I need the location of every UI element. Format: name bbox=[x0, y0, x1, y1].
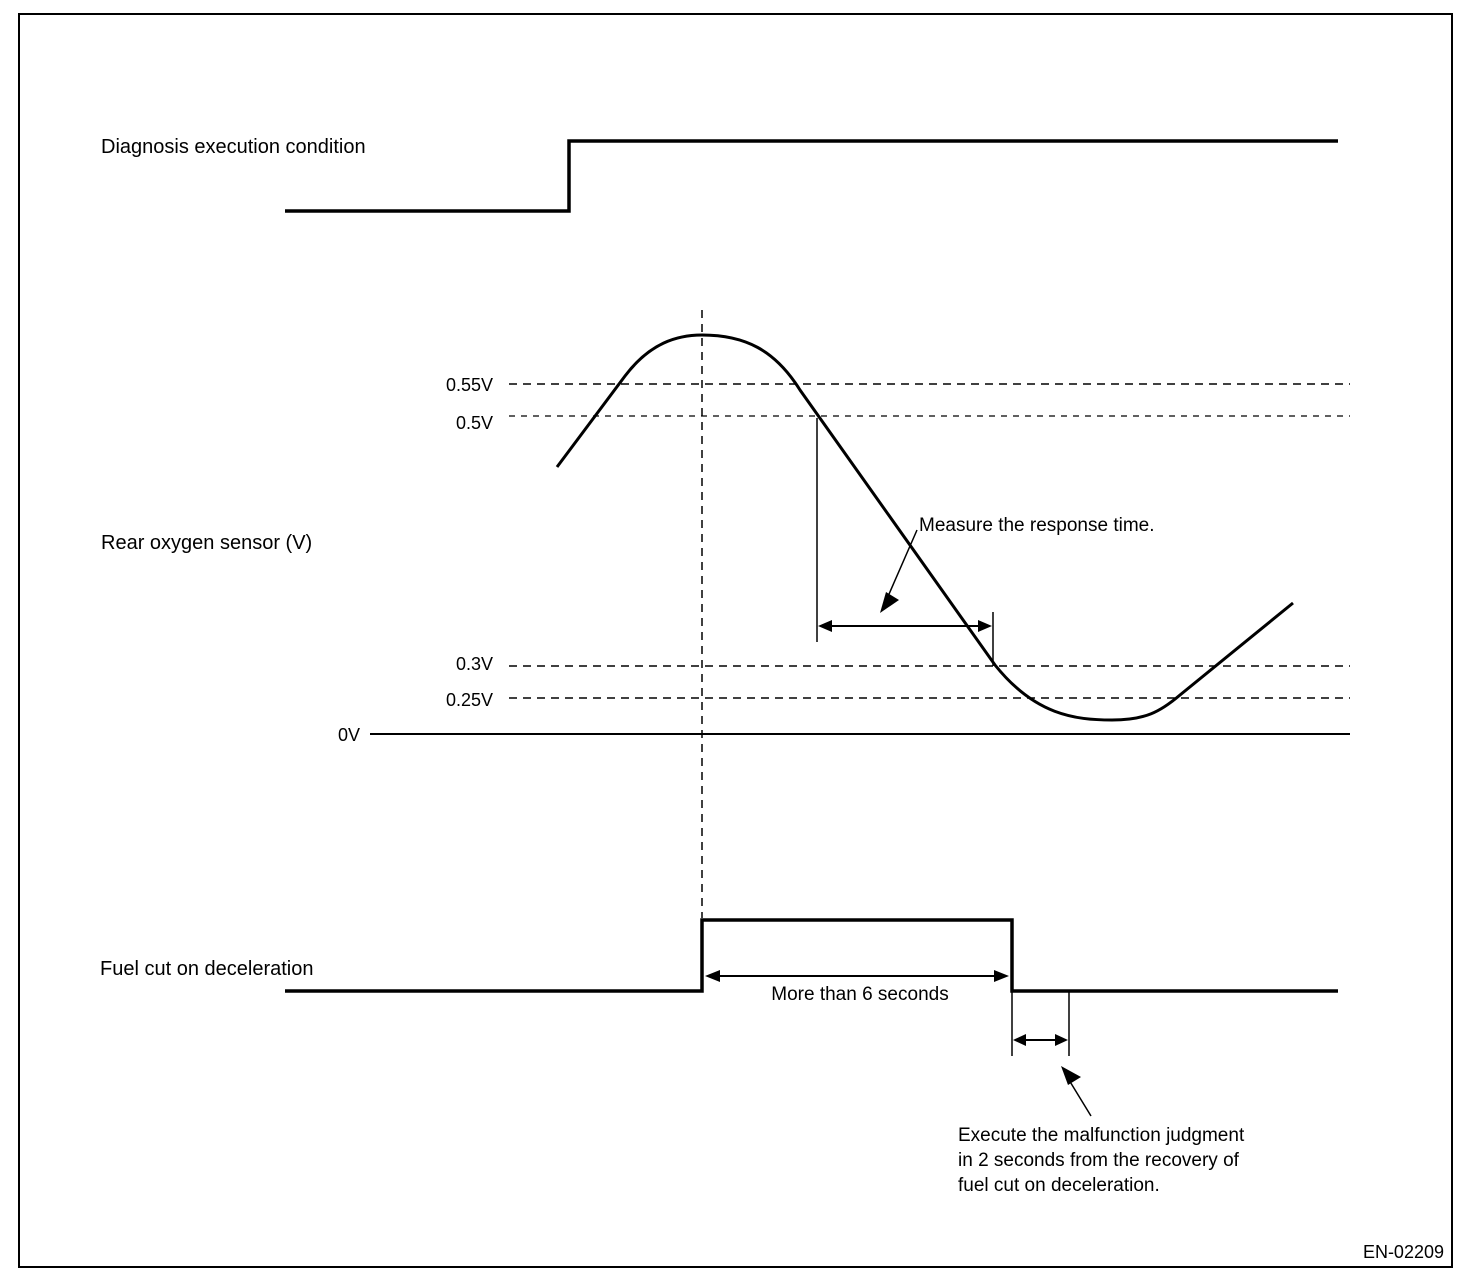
judgment-note-line-2: in 2 seconds from the recovery of bbox=[958, 1150, 1240, 1171]
judgment-note-line-3: fuel cut on deceleration. bbox=[958, 1175, 1160, 1196]
judgment-leader-arrowhead bbox=[1061, 1066, 1081, 1085]
level-055v-label: 0.55V bbox=[446, 375, 493, 395]
response-leader-arrowhead bbox=[880, 592, 899, 613]
response-arrow-right bbox=[978, 620, 992, 632]
figure-border bbox=[18, 13, 1453, 1268]
more-than-6s-label: More than 6 seconds bbox=[771, 984, 948, 1005]
level-03v-label: 0.3V bbox=[456, 654, 493, 674]
level-0v-label: 0V bbox=[338, 725, 360, 745]
response-leader-line bbox=[885, 529, 918, 602]
judgment-arrow-left bbox=[1013, 1034, 1026, 1046]
response-arrow-left bbox=[818, 620, 832, 632]
diagnosis-condition-label: Diagnosis execution condition bbox=[101, 136, 366, 158]
six-second-arrow-left bbox=[705, 970, 720, 982]
judgment-arrow-right bbox=[1055, 1034, 1068, 1046]
level-025v-label: 0.25V bbox=[446, 690, 493, 710]
judgment-leader-line bbox=[1068, 1079, 1092, 1117]
six-second-arrow-right bbox=[994, 970, 1009, 982]
rear-o2-sensor-label: Rear oxygen sensor (V) bbox=[101, 532, 312, 554]
level-05v-label: 0.5V bbox=[456, 413, 493, 433]
fuel-cut-signal bbox=[285, 918, 1338, 993]
figure-id: EN-02209 bbox=[1363, 1242, 1444, 1262]
diagnosis-condition-signal bbox=[285, 139, 1338, 213]
response-time-note: Measure the response time. bbox=[919, 515, 1155, 536]
judgment-note-line-1: Execute the malfunction judgment bbox=[958, 1125, 1245, 1146]
fuel-cut-label: Fuel cut on deceleration bbox=[100, 958, 313, 980]
sensor-waveform bbox=[555, 333, 1294, 722]
